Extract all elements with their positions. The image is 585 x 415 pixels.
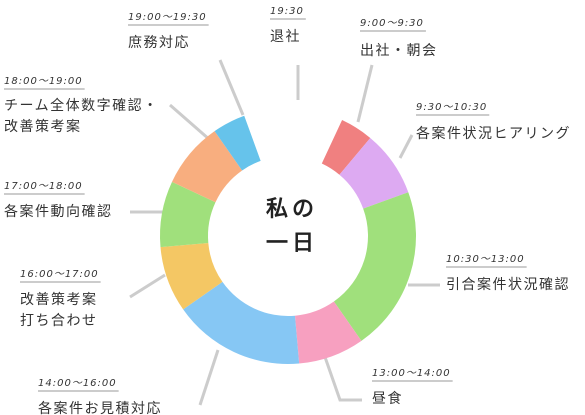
donut-slice-9 [214, 115, 261, 171]
leader-line-9 [218, 59, 245, 116]
time-label-9: 19:00〜19:30 [128, 12, 207, 23]
activity-label-5-1: 各案件お見積対応 [38, 400, 162, 415]
leader-line-1 [356, 64, 374, 123]
donut-slice-3 [333, 192, 417, 341]
activity-label-6-2: 打ち合わせ [20, 312, 98, 329]
donut-slice-6 [160, 242, 223, 310]
donut-slice-2 [339, 137, 409, 209]
activity-label-3-1: 引合案件状況確認 [446, 276, 570, 293]
title-line-2: 一日 [266, 231, 318, 256]
leader-line-6 [129, 273, 166, 299]
time-label-6: 16:00〜17:00 [20, 269, 99, 280]
activity-label-7-1: 各案件動向確認 [4, 203, 113, 220]
activity-label-8-2: 改善策考案 [4, 118, 82, 135]
activity-label-6-1: 改善策考案 [20, 291, 98, 308]
end-activity-label: 退社 [270, 29, 301, 45]
end-time-label: 19:30 [270, 6, 304, 17]
time-label-1: 9:00〜9:30 [360, 18, 424, 29]
activity-label-9-1: 庶務対応 [128, 35, 190, 51]
time-label-8: 18:00〜19:00 [4, 76, 83, 87]
leader-line-4 [323, 356, 362, 402]
donut-slice-4 [294, 301, 362, 364]
donut-slice-7 [160, 181, 216, 248]
leader-lines [129, 59, 440, 406]
time-label-2: 9:30〜10:30 [416, 102, 487, 113]
leader-line-2 [398, 134, 414, 159]
leader-line-8 [169, 103, 211, 142]
title-line-1: 私の [266, 197, 318, 222]
slice-labels: 9:00〜9:30 出社・朝会 9:30〜10:30 各案件状況ヒアリング 10:30〜… [4, 6, 571, 415]
activity-label-8-1: チーム全体数字確認・ [4, 97, 159, 114]
activity-label-4-1: 昼食 [372, 390, 403, 407]
leader-line-5 [198, 349, 220, 406]
activity-label-1-1: 出社・朝会 [360, 43, 438, 59]
time-label-4: 13:00〜14:00 [372, 368, 451, 379]
donut-slice-5 [183, 281, 300, 364]
time-label-5: 14:00〜16:00 [38, 378, 117, 389]
activity-label-2-1: 各案件状況ヒアリング [416, 125, 571, 142]
donut-ring [160, 115, 417, 364]
donut-slice-1 [321, 119, 371, 175]
chart-title: 私の 一日 [266, 197, 318, 256]
time-label-3: 10:30〜13:00 [446, 254, 525, 265]
donut-slice-8 [171, 131, 243, 203]
time-label-7: 17:00〜18:00 [4, 181, 83, 192]
